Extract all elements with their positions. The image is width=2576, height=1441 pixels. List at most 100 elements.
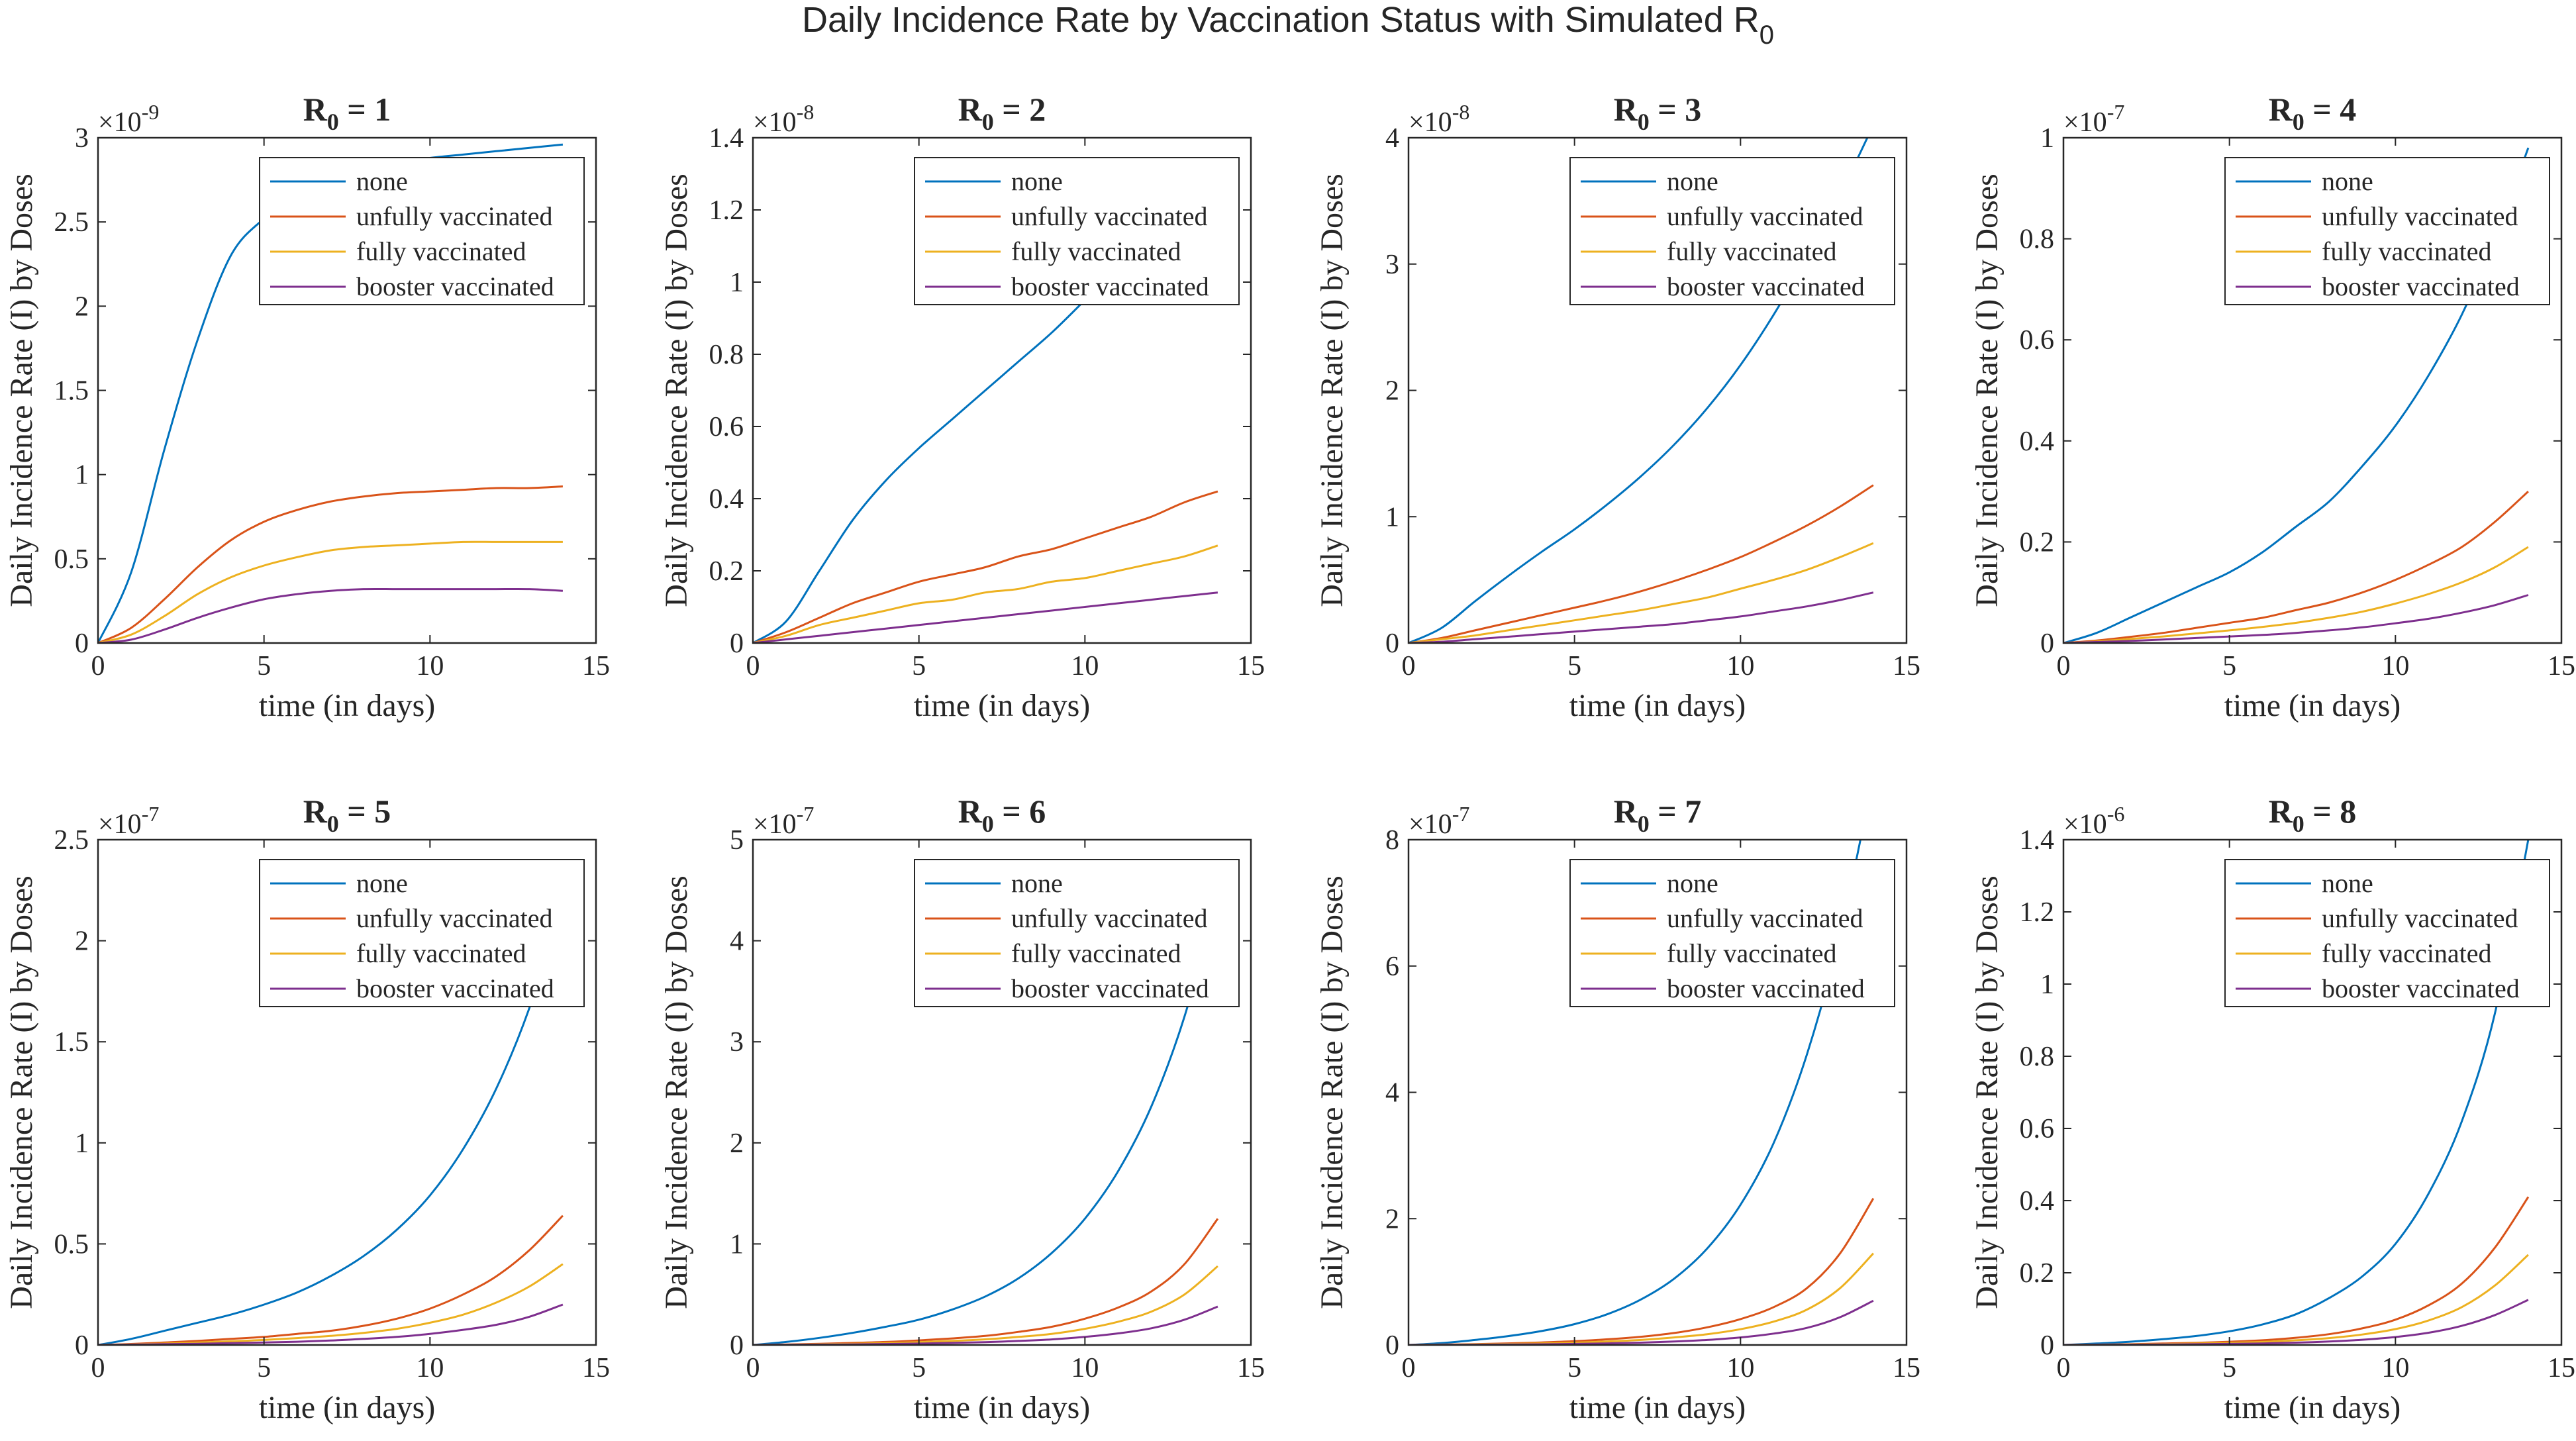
legend-entry-label: booster vaccinated	[1011, 272, 1209, 301]
y-exponent-power: -8	[797, 100, 815, 124]
legend-entry-label: none	[2322, 868, 2373, 898]
series-line	[753, 591, 1218, 643]
subplot-title-subscript: 0	[327, 109, 339, 135]
x-tick-label: 10	[416, 651, 444, 681]
x-tick-label: 10	[1071, 1353, 1099, 1383]
y-tick-label: 1	[730, 1229, 744, 1260]
legend-entry-label: fully vaccinated	[1011, 236, 1181, 266]
subplot-title-main: R	[2269, 91, 2293, 128]
legend-entry-label: booster vaccinated	[1667, 272, 1865, 301]
y-tick-label: 0	[730, 1330, 744, 1361]
x-tick-label: 5	[912, 1353, 926, 1383]
y-tick-label: 2	[730, 1128, 744, 1159]
x-tick-label: 0	[746, 651, 760, 681]
x-tick-label: 15	[1237, 651, 1265, 681]
subplot-title-main: R	[303, 91, 328, 128]
y-tick-label: 5	[730, 825, 744, 856]
y-axis-label: Daily Incidence Rate (I) by Doses	[1314, 875, 1350, 1309]
y-tick-label: 0	[2040, 1330, 2054, 1361]
subplot-title-main: R	[2269, 793, 2293, 830]
y-tick-label: 4	[1385, 1078, 1399, 1109]
y-tick-label: 2	[1385, 1204, 1399, 1234]
legend-entry-label: fully vaccinated	[356, 236, 526, 266]
y-tick-label: 1.4	[2020, 825, 2055, 856]
y-tick-label: 0.5	[54, 544, 89, 575]
y-exponent-label: ×10-7	[753, 802, 814, 840]
figure-title: Daily Incidence Rate by Vaccination Stat…	[802, 0, 1774, 50]
subplot-title: R0 = 3	[1614, 91, 1702, 135]
subplot-title-rest: = 1	[339, 91, 391, 128]
series-line	[2063, 490, 2529, 643]
x-axis-label: time (in days)	[259, 688, 436, 723]
x-axis-label: time (in days)	[1569, 1390, 1746, 1425]
y-tick-label: 0.6	[709, 412, 744, 442]
subplot-title: R0 = 7	[1614, 793, 1702, 837]
y-exponent-power: -7	[797, 802, 815, 826]
legend-entry-label: none	[1667, 166, 1718, 196]
legend-entry-label: booster vaccinated	[1667, 973, 1865, 1003]
x-tick-label: 5	[1567, 1353, 1581, 1383]
legend-entry-label: unfully vaccinated	[356, 903, 553, 933]
y-exponent-power: -8	[1452, 100, 1470, 124]
legend-entry-label: unfully vaccinated	[1011, 903, 1208, 933]
x-tick-label: 0	[746, 1353, 760, 1383]
subplot-title-rest: = 3	[1650, 91, 1702, 128]
legend-entry-label: booster vaccinated	[2322, 973, 2520, 1003]
series-line	[1409, 542, 1874, 643]
x-tick-label: 10	[1071, 651, 1099, 681]
x-axis-label: time (in days)	[259, 1390, 436, 1425]
y-exponent-power: -6	[2107, 802, 2125, 826]
y-axis-label: Daily Incidence Rate (I) by Doses	[4, 875, 39, 1309]
subplot-title-rest: = 4	[2304, 91, 2357, 128]
x-tick-label: 15	[1893, 1353, 1920, 1383]
y-tick-label: 3	[1385, 250, 1399, 280]
subplot-title: R0 = 8	[2269, 793, 2357, 837]
legend-entry-label: fully vaccinated	[356, 938, 526, 968]
y-exponent-power: -7	[2107, 100, 2125, 124]
legend-entry-label: unfully vaccinated	[2322, 903, 2518, 933]
legend-entry-label: booster vaccinated	[356, 272, 554, 301]
y-tick-label: 0.2	[709, 556, 744, 587]
x-tick-label: 10	[1726, 1353, 1754, 1383]
y-exponent-power: -7	[1452, 802, 1470, 826]
y-tick-label: 0	[1385, 628, 1399, 659]
legend-entry-label: fully vaccinated	[2322, 938, 2492, 968]
series-line	[1409, 840, 1862, 1345]
legend: none unfully vaccinated fully vaccinated bo…	[2224, 157, 2550, 305]
y-tick-label: 0	[75, 628, 89, 659]
y-tick-label: 0	[2040, 628, 2054, 659]
y-exponent-base: ×10	[2063, 107, 2107, 138]
y-tick-label: 0.8	[2020, 224, 2055, 255]
legend-entry-label: fully vaccinated	[2322, 236, 2492, 266]
y-tick-label: 0.8	[2020, 1042, 2055, 1072]
y-tick-label: 1	[75, 1128, 89, 1159]
y-exponent-base: ×10	[2063, 809, 2107, 840]
legend-entry-label: none	[2322, 166, 2373, 196]
y-exponent-base: ×10	[98, 809, 142, 840]
legend: none unfully vaccinated fully vaccinated bo…	[1569, 157, 1895, 305]
y-tick-label: 4	[730, 926, 744, 957]
y-tick-label: 2.5	[54, 207, 89, 238]
legend-entry-label: fully vaccinated	[1011, 938, 1181, 968]
legend-entry-label: none	[1011, 166, 1063, 196]
y-tick-label: 0.2	[2020, 527, 2055, 558]
legend-entry-label: unfully vaccinated	[356, 201, 553, 231]
y-tick-label: 4	[1385, 123, 1399, 154]
y-exponent-label: ×10-9	[98, 100, 159, 138]
axes-box	[2062, 838, 2563, 1346]
x-axis-label: time (in days)	[2224, 1390, 2401, 1425]
subplot-title-subscript: 0	[1638, 811, 1650, 837]
legend: none unfully vaccinated fully vaccinated bo…	[1569, 859, 1895, 1007]
y-exponent-base: ×10	[1409, 809, 1452, 840]
y-tick-label: 1.5	[54, 1027, 89, 1058]
legend-entry-label: unfully vaccinated	[1011, 201, 1208, 231]
y-exponent-label: ×10-6	[2063, 802, 2124, 840]
y-exponent-label: ×10-7	[98, 802, 159, 840]
subplot-title-main: R	[958, 793, 983, 830]
